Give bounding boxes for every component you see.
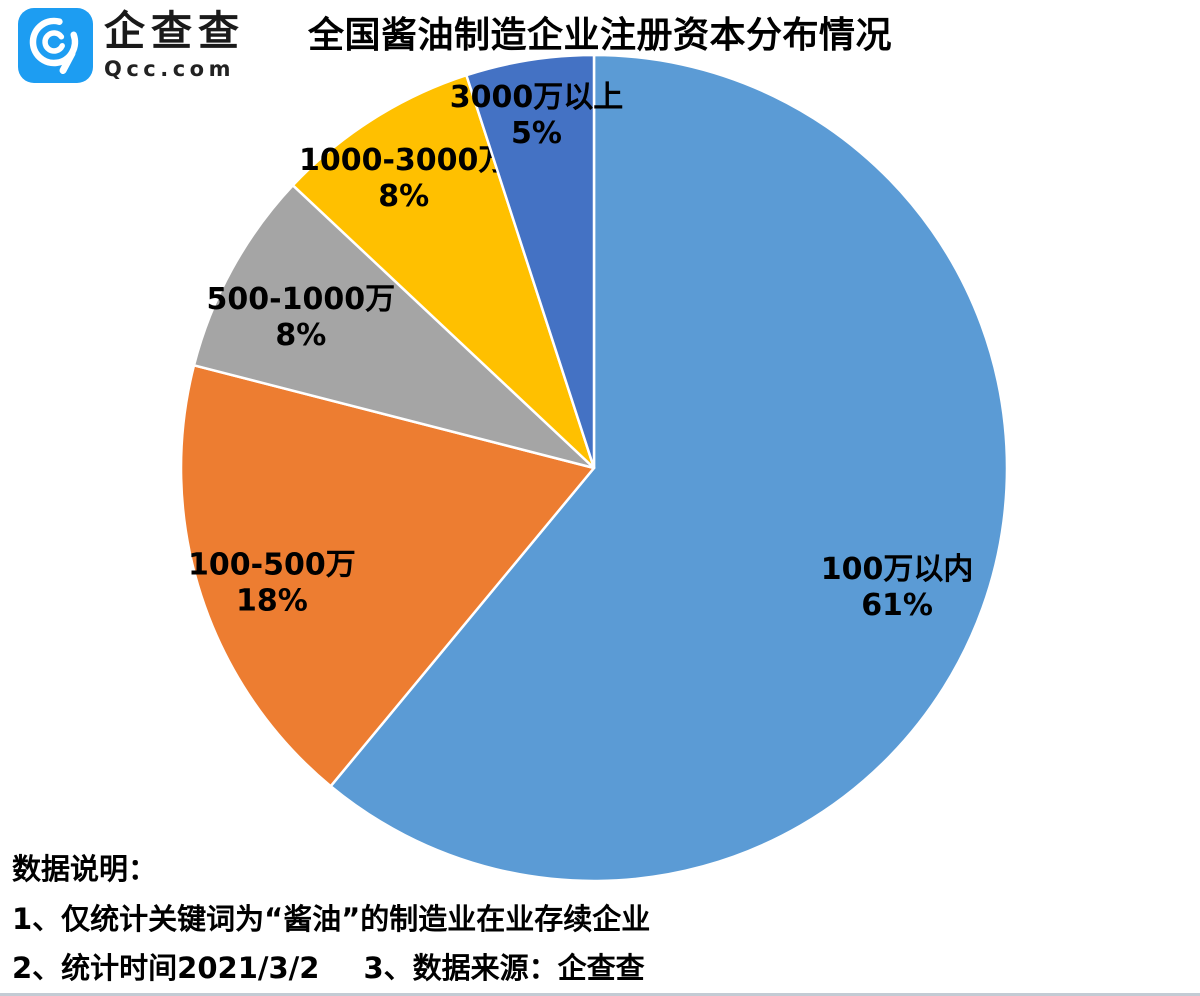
note-statistics-scope: 1、仅统计关键词为“酱油”的制造业在业存续企业 (12, 902, 651, 936)
pie-slice-2 (192, 184, 596, 470)
pie-slice-label-3: 1000-3000万 8% (299, 143, 508, 214)
brand-domain: Qcc.com (104, 57, 235, 81)
note-row: 2、统计时间2021/3/2 3、数据来源：企查查 (12, 951, 645, 985)
notes-heading: 数据说明： (12, 852, 158, 886)
qcc-logo: 企查查 Qcc.com (18, 8, 245, 83)
pie-slice-label-4: 3000万以上 5% (450, 80, 624, 151)
pie-slice-4 (465, 53, 596, 470)
pie-slice-label-0: 100万以内 61% (821, 552, 974, 623)
note-data-source: 3、数据来源：企查查 (363, 951, 645, 985)
note-statistics-date: 2、统计时间2021/3/2 (12, 951, 320, 985)
pie-slice-1 (179, 364, 596, 788)
pie-slice-3 (291, 73, 596, 470)
pie-slice-label-1: 100-500万 18% (188, 548, 356, 619)
brand-name: 企查查 (104, 7, 245, 55)
chart-title: 全国酱油制造企业注册资本分布情况 (307, 15, 892, 56)
brand-wordmark: 企查查 Qcc.com (104, 8, 245, 81)
pie-slice-label-2: 500-1000万 8% (207, 282, 396, 353)
pie-slice-0 (329, 53, 1009, 883)
bottom-border (0, 993, 1200, 996)
qcc-magnifier-icon (18, 8, 93, 83)
